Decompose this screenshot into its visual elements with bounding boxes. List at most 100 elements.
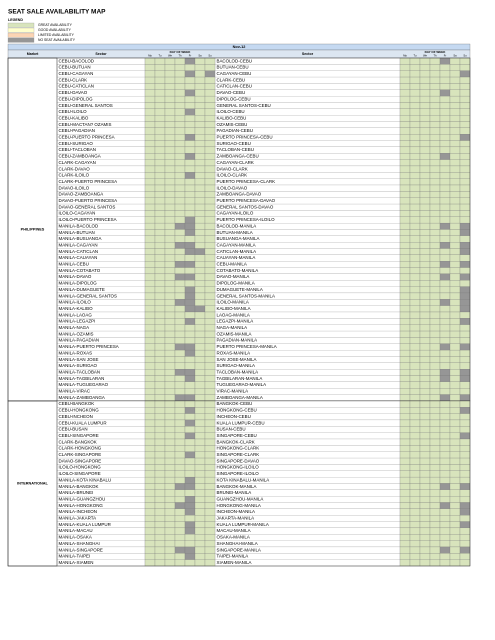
availability-cell [174,394,186,402]
availability-cell [459,140,471,148]
availability-cell [439,134,451,141]
sector-out: ILOILO-HONGKONG [59,465,102,470]
availability-cell [449,489,461,497]
sector-out: MANILA-TUGUEGARAO [59,382,109,387]
availability-cell [399,407,411,414]
availability-cell [399,349,411,357]
availability-cell [154,375,166,382]
availability-cell [439,527,451,535]
availability-cell [144,419,156,427]
availability-cell [184,57,196,65]
availability-cell [439,362,451,370]
availability-cell [144,400,156,408]
sector-back: CATICLAN-CEBU [217,84,252,89]
availability-cell [429,121,441,128]
sector-back: DAVAO-MANILA [217,274,250,279]
availability-cell [144,89,156,97]
availability-cell [144,57,156,65]
availability-cell [184,261,196,268]
availability-cell [194,127,206,135]
availability-cell [174,318,186,325]
availability-cell [164,254,176,262]
availability-cell [174,172,186,179]
header-day: Fr [444,54,447,58]
header-day: Mo [148,54,152,58]
availability-cell [419,165,431,173]
sector-out: CEBU-INCHEON [59,414,93,419]
availability-cell [429,229,441,236]
availability-cell [184,349,196,357]
availability-cell [144,343,156,351]
availability-cell [164,286,176,294]
availability-cell [449,451,461,459]
availability-cell [409,337,421,344]
availability-cell [204,216,216,224]
availability-cell [204,115,216,122]
availability-cell [204,153,216,160]
availability-cell [409,165,421,173]
availability-cell [459,362,471,370]
availability-cell [204,502,216,509]
sector-out: MANILA-KUALA LUMPUR [59,522,111,527]
availability-cell [154,413,166,421]
legend-label: GOOD AVAILABILITY [38,28,72,32]
availability-cell [449,546,461,554]
availability-cell [419,318,431,325]
availability-cell [419,229,431,236]
availability-cell [204,400,216,408]
availability-cell [409,540,421,548]
sector-out: ILOILO-SINGAPORE [59,471,101,476]
availability-cell [459,324,471,332]
availability-cell [164,407,176,414]
availability-cell [409,242,421,249]
availability-cell [144,108,156,116]
availability-cell [154,261,166,268]
availability-cell [184,515,196,522]
availability-cell [144,64,156,71]
availability-cell [459,496,471,503]
availability-cell [174,426,186,433]
availability-cell [409,57,421,65]
availability-cell [399,216,411,224]
availability-cell [184,559,196,567]
legend-label: NO SEAT AVAILABILITY [38,38,76,42]
availability-cell [459,464,471,471]
availability-cell [184,489,196,497]
availability-cell [429,388,441,395]
availability-cell [154,330,166,338]
availability-cell [164,502,176,509]
header-row [7,49,471,59]
availability-cell [399,89,411,97]
availability-cell [419,400,431,408]
availability-cell [184,381,196,389]
availability-cell [174,280,186,287]
availability-cell [184,413,196,421]
availability-cell [144,229,156,236]
availability-cell [164,159,176,167]
availability-cell [164,242,176,249]
availability-cell [164,216,176,224]
availability-cell [194,184,206,192]
header-sector: Sector [95,52,107,56]
availability-cell [409,356,421,363]
availability-cell [184,432,196,440]
sector-back: KALIBO-MANILA [217,306,251,311]
availability-cell [409,121,421,128]
availability-cell [194,426,206,433]
sector-back: CEBU-MANILA [217,262,247,267]
availability-cell [164,210,176,217]
availability-cell [449,508,461,516]
availability-cell [399,457,411,465]
availability-cell [399,540,411,548]
availability-cell [399,292,411,300]
availability-cell [399,197,411,205]
availability-cell [419,267,431,275]
availability-cell [409,229,421,236]
availability-cell [194,451,206,459]
availability-cell [194,496,206,503]
availability-cell [409,362,421,370]
availability-cell [144,426,156,433]
availability-cell [459,83,471,90]
availability-cell [144,470,156,478]
availability-cell [164,394,176,402]
